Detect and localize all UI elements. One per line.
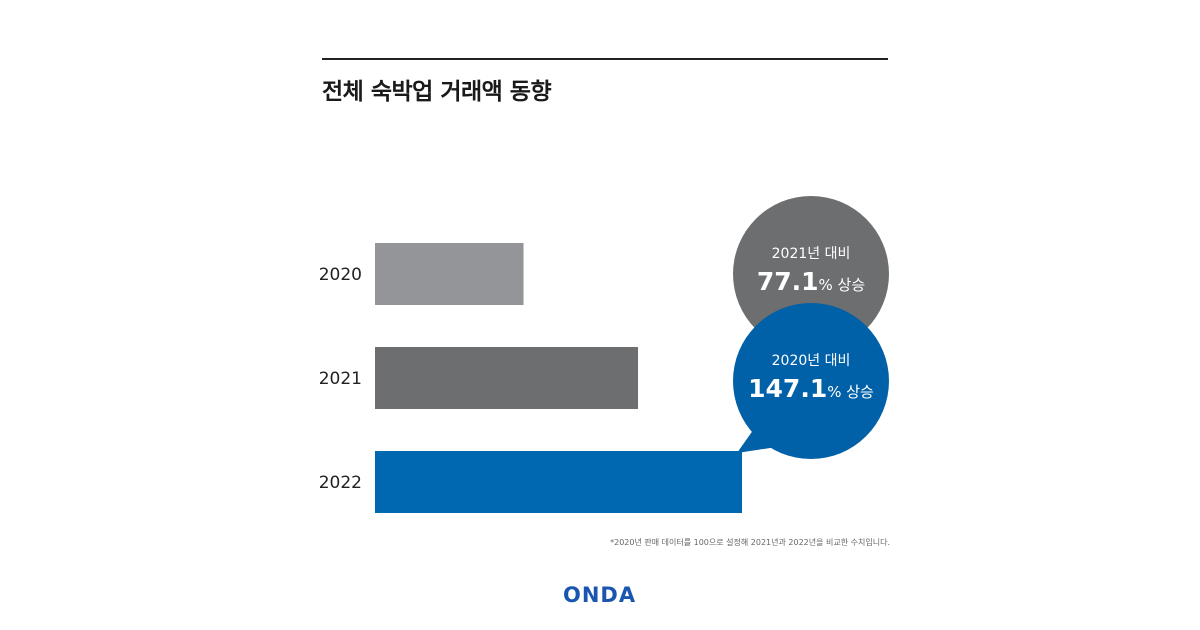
top-rule	[322, 58, 888, 60]
onda-logo: ONDA	[563, 583, 637, 607]
callout-bubble-1	[733, 196, 889, 352]
category-label-2021: 2021	[319, 369, 362, 389]
callout-line1-2: 2020년 대비	[772, 353, 851, 369]
callout-value: 147.1	[748, 374, 827, 403]
callout-unit: % 상승	[819, 276, 866, 294]
callout-line1-1: 2021년 대비	[772, 246, 851, 262]
bar-2020	[375, 243, 524, 305]
footnote: *2020년 판매 데이터를 100으로 설정해 2021년과 2022년을 비…	[610, 538, 890, 547]
category-label-2022: 2022	[319, 473, 362, 493]
callout-value: 77.1	[757, 267, 819, 296]
callout-bubble-2	[733, 303, 889, 459]
bar-2021	[375, 347, 639, 409]
bar-2022	[375, 451, 742, 513]
callout-value-line-2: 147.1% 상승	[748, 374, 874, 403]
chart-title: 전체 숙박업 거래액 동향	[322, 79, 552, 105]
category-label-2020: 2020	[319, 265, 362, 285]
callout-unit: % 상승	[827, 383, 874, 401]
callout-value-line-1: 77.1% 상승	[757, 267, 865, 296]
